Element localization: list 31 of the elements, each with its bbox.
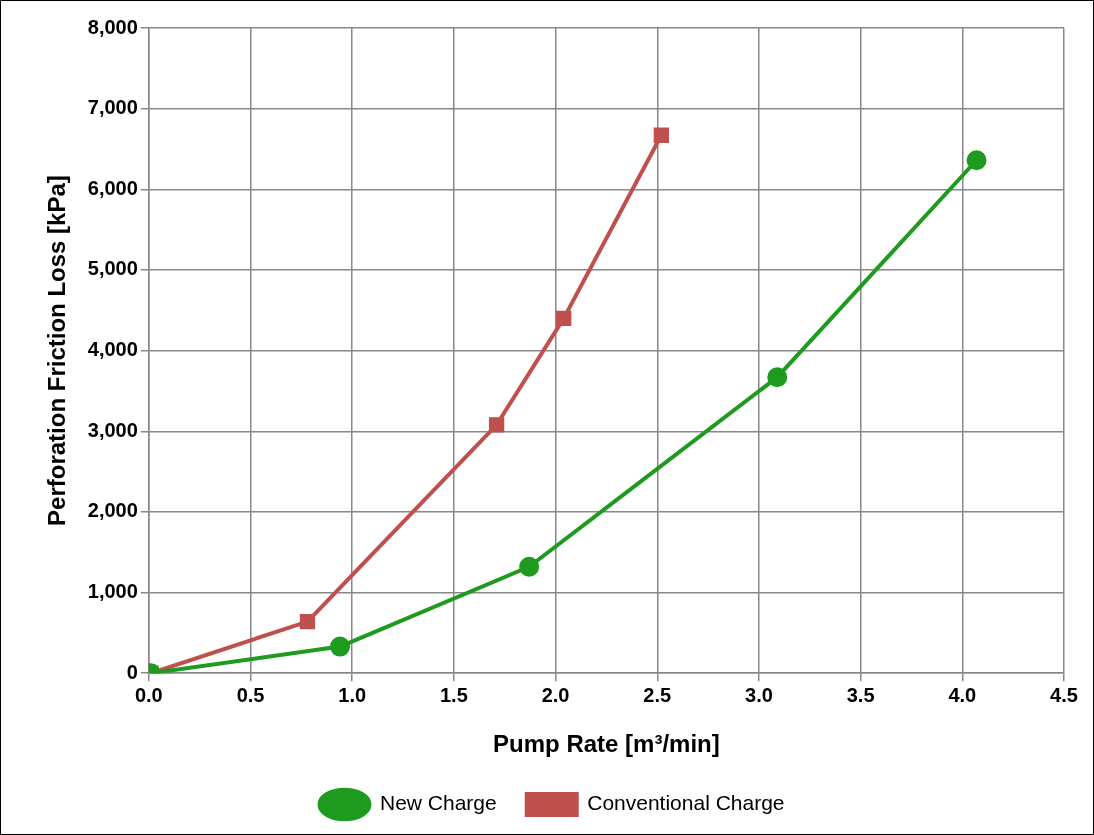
x-tick-label: 0.5	[236, 683, 265, 706]
point	[330, 636, 351, 657]
point	[653, 127, 669, 143]
x-tick-label: 2.0	[541, 683, 570, 706]
x-tick-label: 4.0	[948, 683, 977, 706]
x-tick-label: 4.5	[1050, 683, 1078, 706]
legend-label: New Charge	[379, 791, 497, 815]
y-tick-label: 1,000	[87, 580, 138, 603]
y-tick-label: 8,000	[87, 15, 138, 38]
y-tick-label: 2,000	[87, 499, 138, 522]
point	[299, 613, 316, 630]
y-axis-title: Perforation Friction Loss [kPa]	[43, 175, 71, 526]
y-tick-label: 0	[126, 660, 138, 683]
legend-label: Conventional Charge	[587, 791, 785, 815]
x-axis-title: Pump Rate [m³/min]	[493, 730, 720, 758]
x-tick-label: 3.5	[846, 683, 875, 706]
point	[488, 417, 505, 433]
y-tick-label: 5,000	[87, 257, 138, 280]
point	[966, 150, 987, 171]
y-tick-label: 4,000	[87, 338, 138, 361]
x-tick-label: 3.0	[745, 683, 773, 706]
x-tick-label: 2.5	[643, 683, 672, 706]
point	[556, 310, 572, 326]
x-tick-label: 1.0	[338, 683, 367, 706]
y-tick-label: 3,000	[87, 418, 138, 441]
point	[519, 556, 540, 577]
x-tick-label: 0.0	[134, 683, 163, 706]
y-tick-label: 6,000	[87, 176, 138, 199]
point	[767, 367, 788, 388]
x-tick-label: 1.5	[439, 683, 468, 706]
y-tick-label: 7,000	[87, 96, 138, 119]
